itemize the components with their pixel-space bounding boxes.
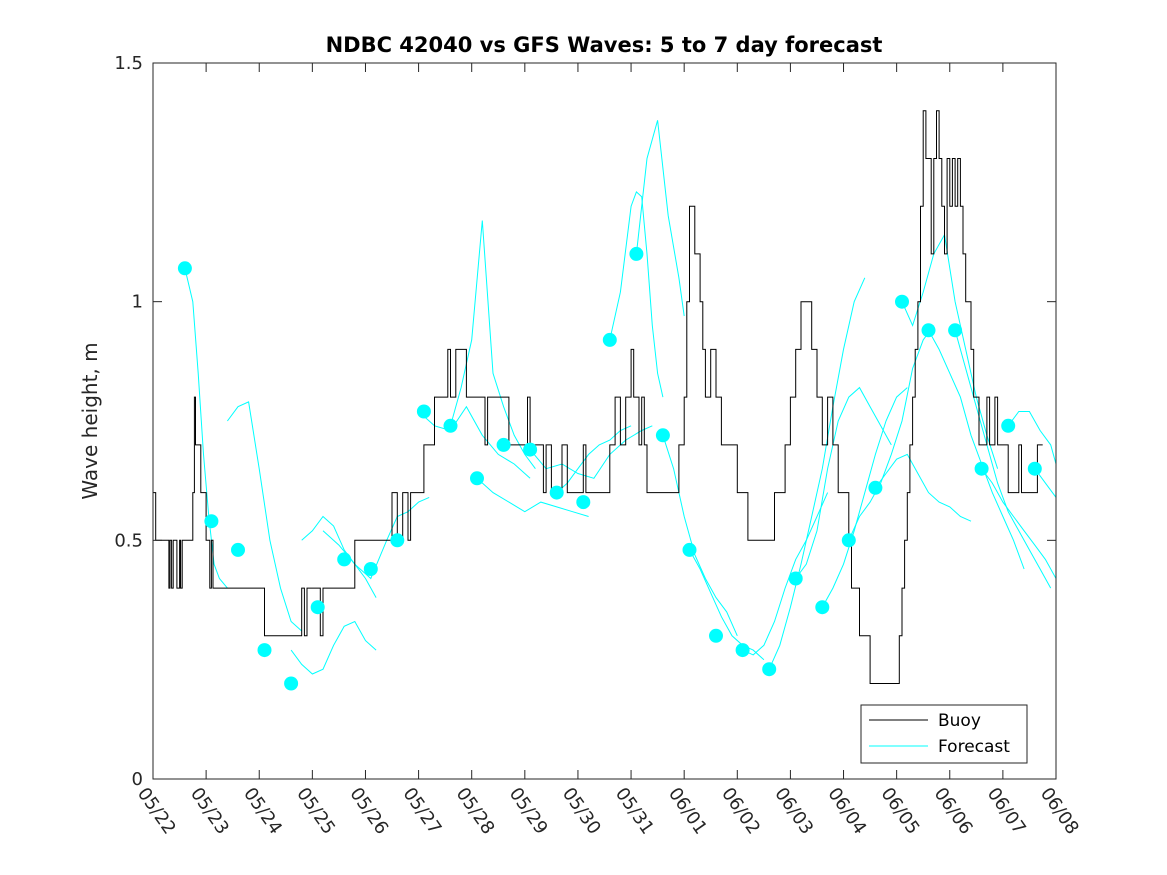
forecast-point — [788, 571, 803, 586]
y-tick-label: 0 — [132, 769, 143, 790]
forecast-line-25 — [1007, 411, 1056, 465]
legend-box — [860, 704, 1028, 764]
y-axis-label: Wave height, m — [78, 342, 102, 499]
forecast-point — [204, 514, 219, 529]
forecast-point — [496, 437, 511, 452]
forecast-point — [523, 442, 538, 457]
forecast-line-18 — [821, 387, 908, 608]
forecast-line-19 — [848, 325, 935, 541]
forecast-point — [762, 662, 777, 677]
forecast-line-24 — [981, 468, 1056, 579]
forecast-point — [682, 542, 697, 557]
forecast-point — [1027, 461, 1042, 476]
forecast-line-2 — [226, 401, 303, 632]
forecast-point — [709, 628, 723, 643]
chart-title: NDBC 42040 vs GFS Waves: 5 to 7 day fore… — [326, 33, 883, 57]
legend-forecast-label: Forecast — [938, 737, 1010, 757]
forecast-line-8 — [476, 477, 589, 517]
forecast-line-11 — [609, 191, 664, 398]
forecast-point — [655, 428, 670, 443]
forecast-line-20 — [874, 453, 972, 522]
forecast-point — [868, 480, 883, 495]
series-layer — [153, 110, 1056, 691]
y-tick-label: 1.5 — [114, 53, 143, 74]
forecast-point — [470, 471, 484, 486]
forecast-line-23 — [954, 330, 1052, 589]
legend: Buoy Forecast — [860, 704, 1028, 764]
forecast-line-10 — [556, 425, 632, 493]
forecast-point — [815, 600, 830, 615]
forecast-line-16 — [768, 277, 866, 670]
forecast-line-13 — [662, 435, 738, 637]
forecast-line-15 — [742, 492, 829, 656]
forecast-point — [895, 294, 909, 309]
forecast-line-14 — [689, 549, 765, 661]
forecast-line-3 — [301, 515, 377, 598]
forecast-point — [841, 533, 856, 548]
forecast-point — [602, 332, 617, 347]
forecast-point — [1001, 418, 1016, 433]
forecast-point — [549, 485, 564, 500]
forecast-point — [948, 323, 963, 338]
forecast-point — [921, 323, 936, 338]
forecast-point — [337, 552, 352, 567]
forecast-line-6 — [418, 405, 531, 479]
plot-frame — [152, 62, 1057, 780]
legend-buoy-label: Buoy — [938, 711, 981, 731]
forecast-line-4 — [290, 620, 377, 675]
forecast-point — [390, 533, 405, 548]
forecast-point — [443, 418, 458, 433]
forecast-point — [231, 542, 245, 557]
y-tick-label: 0.5 — [114, 530, 143, 551]
forecast-point — [735, 643, 750, 658]
forecast-line-7 — [450, 220, 536, 469]
forecast-line-22 — [928, 330, 1025, 570]
forecast-point — [629, 246, 644, 261]
forecast-point — [416, 404, 431, 419]
y-tick-label: 1 — [132, 292, 143, 313]
buoy-line — [153, 110, 1043, 684]
forecast-point — [576, 495, 591, 510]
forecast-line-12 — [635, 120, 685, 317]
forecast-point — [257, 643, 272, 658]
forecast-point — [363, 562, 378, 576]
forecast-point — [284, 676, 299, 691]
forecast-point — [974, 461, 989, 476]
forecast-line-17 — [795, 386, 892, 579]
forecast-point — [177, 261, 192, 276]
forecast-point — [310, 600, 325, 615]
forecast-line-1 — [184, 268, 228, 589]
